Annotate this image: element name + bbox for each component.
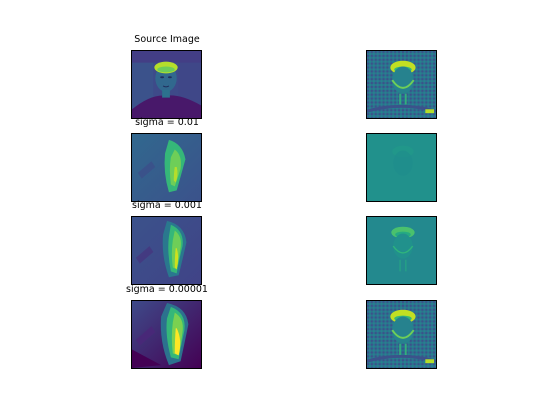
row-2-left-image	[131, 133, 202, 202]
row-3-right-image-svg	[367, 217, 436, 284]
row-1-title: Source Image	[134, 34, 200, 45]
row-1-right-image-svg	[367, 51, 436, 118]
row-4-left-image	[131, 300, 202, 369]
row-4-title: sigma = 0.00001	[126, 284, 208, 295]
row-2-left-image-svg	[132, 134, 201, 201]
row-1-right-image	[366, 50, 437, 119]
row-1-left-image-svg	[132, 51, 201, 118]
row-3-title: sigma = 0.001	[132, 200, 202, 211]
row-2-right-image	[366, 133, 437, 202]
row-3-left-image-svg	[132, 217, 201, 284]
row-3-right-image	[366, 216, 437, 285]
row-2-title: sigma = 0.01	[135, 117, 199, 128]
row-3-left-image	[131, 216, 202, 285]
row-1-left-image	[131, 50, 202, 119]
row-2-right-image-svg	[367, 134, 436, 201]
row-4-right-image	[366, 300, 437, 369]
row-4-left-image-svg	[132, 301, 201, 368]
row-4-right-image-svg	[367, 301, 436, 368]
